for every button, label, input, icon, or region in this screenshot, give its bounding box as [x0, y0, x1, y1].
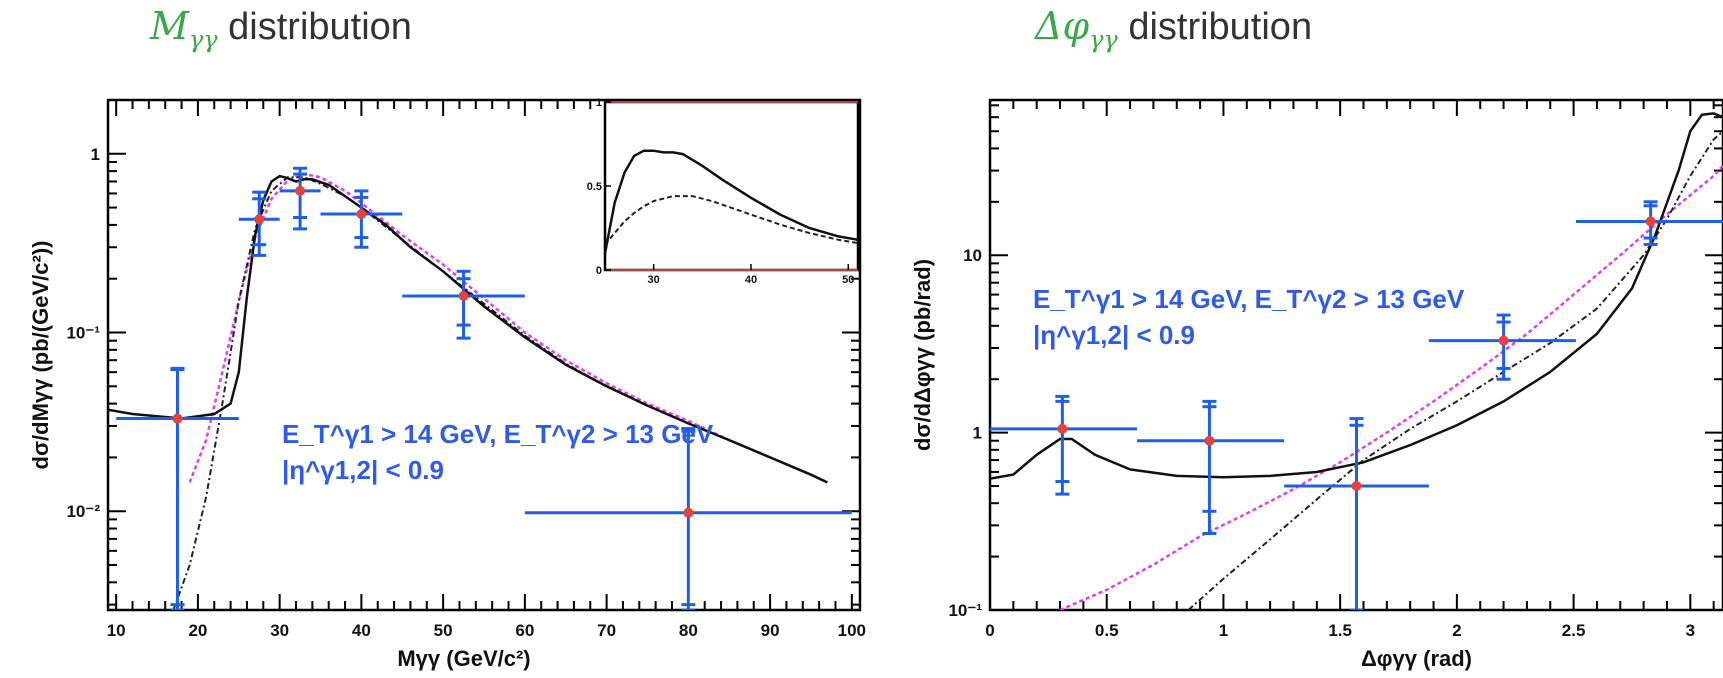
data-marker: [356, 209, 367, 220]
y-tick-label-0-2: 1: [91, 145, 100, 164]
x-tick-label-1-2: 1: [1219, 621, 1228, 640]
curve-magenta-0: [188, 172, 828, 484]
x-tick-label-1-3: 1.5: [1328, 621, 1352, 640]
left-chart-title: Mγγ distribution: [150, 4, 412, 54]
data-marker: [295, 185, 306, 196]
chart-1: 0 0.5 1 1.5 2 2.5 3 10⁻¹ 1 10 E_T^γ1 > 14 GeV, E_T…: [910, 98, 1723, 671]
curves-0: [108, 172, 828, 610]
x-axis-label-1: Δφγγ (rad): [1361, 646, 1472, 671]
data-marker: [458, 291, 469, 302]
data-marker: [172, 413, 183, 424]
x-tick-label-0-8: 90: [761, 621, 780, 640]
data-point-0-1: [238, 190, 280, 257]
x-tick-label-1-6: 3: [1686, 621, 1695, 640]
x-tick-label-0-1: 20: [188, 621, 207, 640]
inset-x-tick-0: 30: [648, 274, 660, 286]
y-tick-label-1-1: 1: [973, 424, 982, 443]
data-marker: [1351, 481, 1362, 492]
y-tick-label-0-0: 10⁻²: [66, 502, 100, 521]
annotation-1: E_T^γ1 > 14 GeV, E_T^γ2 > 13 GeV |η^γ1,2|…: [1033, 284, 1465, 350]
inset-y-tick-2: 1: [596, 97, 602, 109]
y-tick-label-1-0: 10⁻¹: [948, 601, 982, 620]
curve-solid-0: [108, 174, 828, 484]
x-tick-label-1-1: 0.5: [1095, 621, 1119, 640]
left-title-math: Mγγ: [150, 4, 218, 54]
data-point-0-5: [524, 427, 852, 610]
right-title-math: Δφγγ: [1035, 4, 1118, 54]
data-marker: [1057, 423, 1068, 434]
curve-dashed-0: [172, 176, 828, 610]
x-tick-label-0-7: 80: [679, 621, 698, 640]
data-point-0-2: [279, 166, 321, 231]
cut-label-eta: |η^γ1,2| < 0.9: [1033, 320, 1195, 350]
plot-frame-0: [106, 98, 862, 612]
data-marker: [1498, 335, 1509, 346]
x-tick-label-0-2: 30: [270, 621, 289, 640]
cut-label-et: E_T^γ1 > 14 GeV, E_T^γ2 > 13 GeV: [282, 419, 714, 449]
x-tick-label-1-4: 2: [1452, 621, 1461, 640]
data-marker: [1645, 216, 1656, 227]
annotation-0: E_T^γ1 > 14 GeV, E_T^γ2 > 13 GeV |η^γ1,2|…: [282, 419, 714, 485]
y-axis-label-0: dσ/dMγγ (pb/(GeV/c²)): [28, 241, 53, 470]
right-chart-title: Δφγγ distribution: [1035, 4, 1312, 54]
inset-x-tick-2: 50: [842, 274, 854, 286]
data-point-1-0: [990, 394, 1138, 496]
data-point-0-0: [116, 366, 239, 610]
data-point-1-2: [1284, 417, 1429, 610]
x-tick-label-1-0: 0: [985, 621, 994, 640]
data-point-0-4: [402, 269, 525, 340]
data-point-1-1: [1137, 399, 1285, 535]
data-marker: [1204, 435, 1215, 446]
cut-label-eta: |η^γ1,2| < 0.9: [282, 455, 444, 485]
inset-y-tick-1: 0.5: [587, 181, 602, 193]
x-tick-label-1-5: 2.5: [1562, 621, 1586, 640]
inset-x-tick-1: 40: [745, 274, 757, 286]
curve-dashed-1: [1187, 130, 1723, 610]
x-tick-label-0-0: 10: [107, 621, 126, 640]
inset-y-tick-0: 0: [596, 265, 602, 277]
y-tick-label-1-2: 10: [963, 246, 982, 265]
x-tick-label-0-4: 50: [434, 621, 453, 640]
data-point-0-3: [320, 189, 403, 249]
left-title-text: distribution: [228, 6, 412, 48]
x-axis-label-0: Mγγ (GeV/c²): [397, 646, 530, 671]
data-point-1-4: [1575, 200, 1723, 246]
inset-plot: 30 40 50 0 0.5 1: [587, 97, 860, 286]
x-tick-label-0-6: 70: [597, 621, 616, 640]
data-marker: [683, 507, 694, 518]
x-tick-label-0-9: 100: [838, 621, 866, 640]
inset-curve-dashed: [604, 195, 859, 246]
y-axis-label-1: dσ/dΔφγγ (pb/rad): [910, 259, 935, 451]
right-title-text: distribution: [1128, 6, 1313, 48]
inset-curve-solid: [603, 149, 859, 254]
x-tick-label-0-5: 60: [515, 621, 534, 640]
y-tick-label-0-1: 10⁻¹: [66, 324, 100, 343]
data-point-1-3: [1428, 313, 1576, 381]
curve-magenta-1: [1059, 164, 1723, 610]
cut-label-et: E_T^γ1 > 14 GeV, E_T^γ2 > 13 GeV: [1033, 284, 1465, 314]
data-marker: [254, 214, 265, 225]
x-tick-label-0-3: 40: [352, 621, 371, 640]
curve-solid-1: [990, 112, 1723, 480]
